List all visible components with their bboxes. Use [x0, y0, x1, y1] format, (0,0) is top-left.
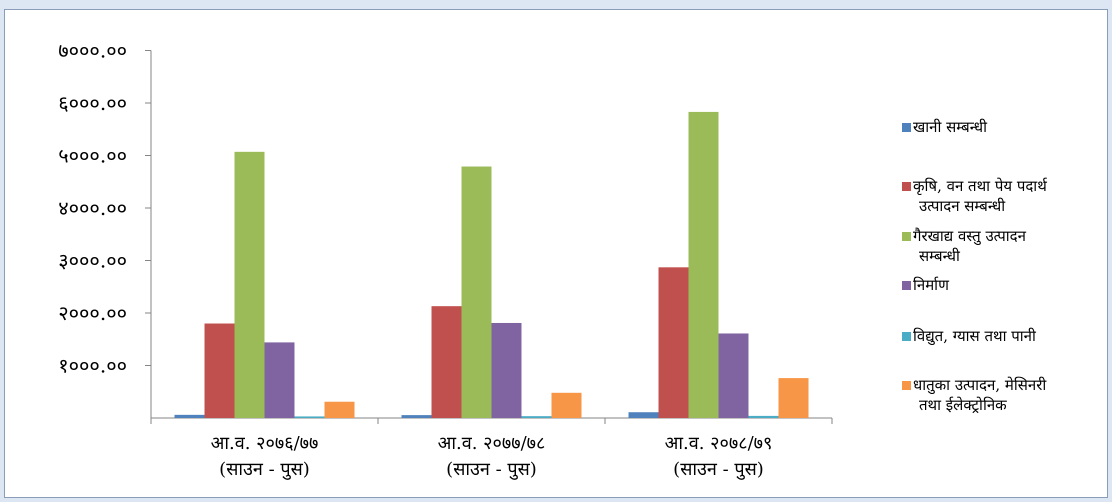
x-category-label: (साउन - पुस) [446, 459, 537, 480]
bar [778, 378, 809, 418]
bar [461, 166, 492, 418]
y-tick-label: ४०००.०० [58, 196, 127, 220]
bar [401, 415, 432, 418]
bar [174, 414, 205, 418]
x-category-label: (साउन - पुस) [673, 459, 764, 480]
bar [204, 323, 235, 418]
bar [718, 333, 749, 418]
legend-label: उत्पादन सम्बन्धी [919, 197, 1006, 215]
bar [628, 412, 659, 418]
legend-label: गैरखाद्य वस्तु उत्पादन [913, 227, 1027, 246]
legend-label: कृषि, वन तथा पेय पदार्थ [913, 177, 1048, 196]
y-tick-label: ३०००.०० [58, 249, 127, 273]
legend-label: खानी सम्बन्धी [913, 118, 988, 136]
y-tick-label: ७०००.०० [58, 39, 127, 63]
bar [658, 267, 689, 418]
bar [431, 306, 462, 418]
legend-label: धातुका उत्पादन, मेसिनरी [913, 376, 1047, 395]
legend-label: सम्बन्धी [919, 247, 961, 265]
y-tick-label: २०००.०० [58, 301, 127, 325]
legend-label: विद्युत, ग्यास तथा पानी [913, 327, 1037, 346]
y-tick-label: १०००.०० [58, 354, 127, 378]
x-category-label: आ.व. २०७६/७७ [211, 433, 319, 454]
bar [748, 415, 779, 418]
legend-swatch [902, 232, 911, 241]
bar [234, 151, 265, 418]
legend-swatch [902, 182, 911, 191]
x-category-label: (साउन - पुस) [219, 459, 310, 480]
y-tick-label: ६०००.०० [58, 91, 127, 115]
bar [551, 392, 582, 418]
bar [294, 416, 325, 418]
y-tick-label: ५०००.०० [58, 144, 127, 168]
legend-swatch [902, 332, 911, 341]
legend-swatch [902, 281, 911, 290]
legend-label: तथा ईलेक्ट्रोनिक [919, 396, 1007, 414]
bar [688, 111, 719, 419]
x-category-label: आ.व. २०७७/७८ [438, 433, 546, 454]
legend-swatch [902, 381, 911, 390]
bar [324, 401, 355, 418]
bar [521, 416, 552, 418]
bar [491, 322, 522, 418]
legend-label: निर्माण [913, 276, 950, 294]
bar [264, 342, 295, 418]
legend-swatch [902, 123, 911, 132]
x-category-label: आ.व. २०७८/७९ [665, 433, 773, 454]
